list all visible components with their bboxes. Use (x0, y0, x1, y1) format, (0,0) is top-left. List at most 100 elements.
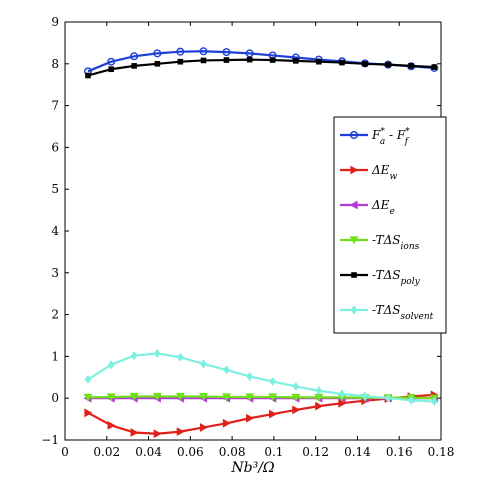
data-point (175, 392, 185, 401)
legend-entry: ΔEe (340, 198, 395, 217)
y-tick-label: 9 (51, 15, 59, 29)
data-point (200, 359, 207, 369)
legend-box (333, 116, 447, 334)
legend-label: -TΔSsolvent (372, 303, 434, 322)
data-point (84, 408, 93, 418)
y-tick-label: 1 (51, 349, 59, 363)
series-line (87, 58, 435, 77)
data-point (430, 397, 438, 407)
y-tick-label: 2 (51, 308, 59, 322)
y-tick-label: −1 (41, 433, 59, 447)
x-tick-label: 0.16 (386, 445, 413, 459)
data-point (154, 61, 161, 67)
data-point (293, 58, 299, 64)
data-point (246, 413, 255, 423)
x-tick-label: 0.18 (428, 445, 455, 459)
y-tick-label: 8 (51, 57, 59, 71)
series-5 (84, 348, 438, 407)
legend-marker (351, 272, 357, 278)
data-point (246, 371, 254, 381)
data-point (176, 427, 185, 437)
data-point (223, 365, 230, 375)
legend-label: -TΔSions (372, 233, 420, 252)
legend-entry: -TΔSsolvent (340, 303, 434, 322)
series-layer (83, 47, 439, 439)
data-point (314, 393, 324, 402)
x-tick-label: 0.14 (344, 445, 371, 459)
data-point (177, 58, 184, 65)
data-point (108, 66, 114, 73)
x-tick-label: 0.04 (135, 445, 162, 459)
data-point (385, 61, 391, 68)
data-point (361, 391, 369, 401)
data-point (222, 48, 231, 57)
data-point (130, 52, 139, 61)
legend-marker (349, 236, 359, 245)
data-point (315, 401, 324, 411)
data-point (176, 47, 185, 56)
legend-marker (350, 305, 358, 315)
legend-entry: -TΔSpoly (340, 268, 421, 287)
data-point (222, 393, 231, 402)
data-point (316, 58, 322, 65)
legend-label: ΔEw (371, 163, 397, 182)
x-tick-label: 0.12 (302, 445, 329, 459)
data-point (199, 47, 208, 56)
data-point (269, 409, 278, 419)
data-point (130, 351, 138, 361)
data-point (222, 418, 231, 428)
data-point (85, 72, 91, 79)
data-point (338, 389, 346, 399)
legend-label: ΔEe (371, 198, 395, 217)
data-point (245, 49, 254, 58)
y-tick-label: 0 (51, 391, 59, 405)
y-tick-label: 6 (51, 140, 59, 154)
data-point (152, 392, 162, 401)
data-point (200, 57, 207, 64)
data-point (338, 398, 347, 408)
legend-entry: F* a - F* f (340, 127, 410, 147)
data-point (223, 57, 230, 63)
x-tick-label: 0.08 (219, 445, 246, 459)
data-point (407, 395, 415, 405)
y-tick-label: 5 (51, 182, 59, 196)
axis-ticks: 0 0.02 0.04 0.06 0.08 0.1 0.12 0.14 0.16 0.18−101… (41, 15, 454, 459)
data-point (153, 49, 162, 58)
data-point (107, 360, 115, 370)
x-axis-label: Nb³/Ω (230, 460, 275, 476)
x-tick-label: 0.02 (93, 445, 120, 459)
data-point (84, 374, 92, 384)
data-point (153, 429, 162, 439)
data-point (107, 420, 116, 430)
data-point (153, 348, 161, 358)
data-point (106, 393, 116, 402)
data-point (291, 393, 301, 402)
legend-marker (350, 130, 359, 139)
data-point (292, 381, 300, 391)
data-point (129, 392, 139, 401)
data-point (245, 393, 255, 402)
data-point (408, 63, 414, 69)
data-point (339, 59, 345, 66)
x-tick-label: 0 (61, 445, 69, 459)
legend: F* a - F* f ΔEw ΔEe -TΔSions -TΔSpoly -TΔSsolve… (333, 116, 447, 334)
series-line (87, 393, 435, 435)
series-line (87, 352, 435, 403)
data-point (269, 57, 276, 63)
data-point (269, 376, 277, 386)
data-point (131, 63, 137, 69)
legend-label: F* a - F* f (371, 127, 410, 147)
data-point (315, 386, 323, 396)
data-point (199, 423, 208, 432)
data-point (83, 393, 93, 402)
legend-entry: -TΔSions (340, 233, 420, 252)
data-point (268, 393, 278, 402)
x-tick-label: 0.06 (177, 445, 204, 459)
legend-marker (349, 200, 358, 210)
data-point (246, 56, 253, 63)
data-point (199, 392, 208, 401)
data-point (431, 64, 438, 70)
data-point (384, 393, 392, 403)
legend-entry: ΔEw (340, 163, 397, 182)
